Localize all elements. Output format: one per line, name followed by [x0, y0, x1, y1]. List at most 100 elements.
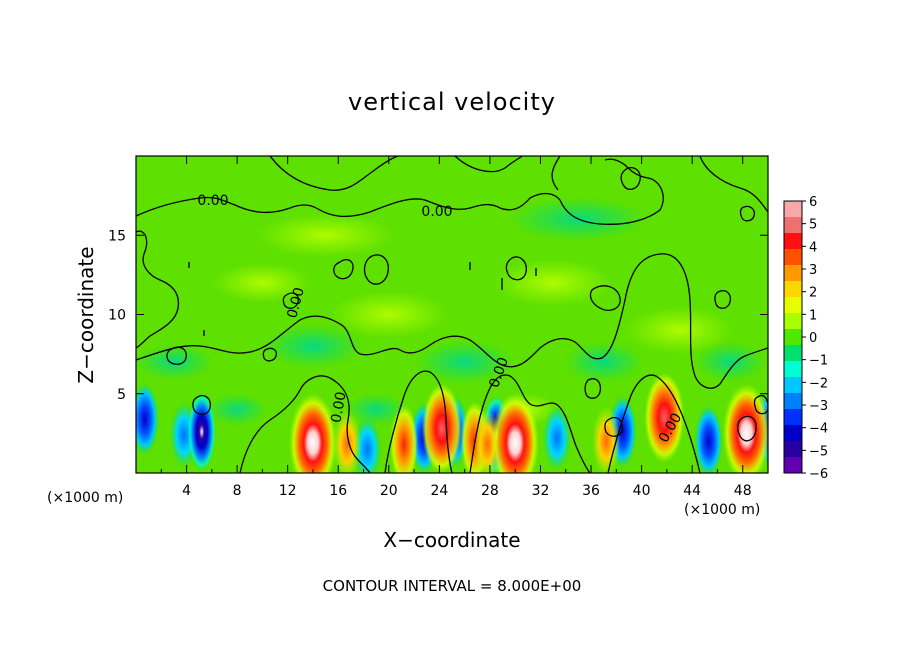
texture-blob-13: [255, 213, 396, 258]
zero-contours: [136, 156, 768, 473]
updraft-cell-7: [592, 406, 621, 473]
contour-blob-4: [589, 285, 621, 312]
texture-blob-8: [695, 342, 766, 383]
colorbar-swatch-3: [784, 249, 802, 266]
texture-blob-0: [136, 344, 214, 381]
texture-blob-3: [328, 290, 449, 339]
x-tick-label-7: 32: [532, 483, 550, 499]
contour-blob-5: [282, 292, 299, 309]
colorbar-swatch-0: [784, 201, 802, 218]
contour-lower-4: [607, 374, 701, 473]
contour-lower-3: [469, 374, 591, 473]
contour-upper: [136, 156, 664, 225]
x-tick-label-10: 44: [683, 483, 701, 499]
contour-mid: [136, 253, 768, 389]
colorbar-label-4: 2: [809, 286, 817, 301]
contour-left: [136, 230, 180, 349]
updraft-cell-8: [644, 372, 685, 463]
contour-lower-6: [604, 416, 623, 437]
x-tick-label-0: 4: [182, 483, 191, 499]
contour-blob-2: [363, 254, 389, 285]
contour-lower-8: [753, 394, 768, 415]
background-texture: [136, 197, 766, 426]
contour-label-3: 0.00: [328, 391, 349, 424]
contour-blob-1: [333, 258, 354, 280]
contour-lower-5: [192, 394, 211, 415]
colorbar-swatch-13: [784, 409, 802, 426]
colorbar-swatch-14: [784, 425, 802, 442]
x-tick-label-9: 40: [633, 483, 651, 499]
y-tick-label-2: 15: [108, 228, 126, 244]
colorbar-label-6: 0: [809, 331, 817, 346]
chart-title: vertical velocity: [348, 88, 556, 116]
contour-lower-2: [384, 370, 453, 473]
colorbar-label-9: −3: [809, 399, 828, 414]
contour-top-left: [269, 156, 523, 191]
colorbar-swatch-12: [784, 393, 802, 410]
x-tick-label-2: 12: [279, 483, 297, 499]
updraft-cell-1: [333, 409, 362, 473]
contour-blob-7: [262, 347, 278, 362]
colorbar: 6 5 4 3 2 1 0 −1 −2 −3 −4 −5 −6: [783, 195, 828, 482]
downdraft-cell-7: [542, 405, 571, 471]
colorbar-swatch-2: [784, 233, 802, 250]
texture-blob-7: [624, 306, 735, 355]
updraft-cell-2: [389, 404, 418, 473]
colorbar-swatch-16: [784, 457, 802, 474]
contour-lower-9: [584, 378, 602, 399]
colorbar-label-11: −5: [809, 444, 828, 459]
texture-blob-5: [493, 258, 614, 307]
colorbar-swatch-5: [784, 281, 802, 298]
plot-area: 0.000.000.000.000.000.00: [136, 156, 768, 473]
colorbar-swatch-15: [784, 441, 802, 458]
downdraft-cell-2: [187, 392, 216, 472]
contour-interval-note: CONTOUR INTERVAL = 8.000E+00: [322, 577, 582, 595]
x-tick-label-8: 36: [582, 483, 600, 499]
contour-top-right: [699, 156, 768, 213]
contour-blob-8: [620, 166, 641, 191]
x-unit-label-left: (×1000 m): [47, 490, 124, 506]
texture-blob-10: [346, 393, 407, 426]
x-tick-label-11: 48: [734, 483, 752, 499]
x-tick-label-1: 8: [233, 483, 242, 499]
y-tick-label-0: 5: [117, 387, 126, 403]
x-axis-label: X−coordinate: [383, 528, 521, 552]
contour-lower-7: [737, 415, 757, 442]
colorbar-label-2: 4: [809, 240, 817, 255]
texture-blob-1: [212, 262, 313, 303]
updraft-cell-3: [421, 383, 462, 473]
contour-blob-9: [739, 205, 755, 222]
colorbar-swatch-9: [784, 345, 802, 362]
y-tick-label-1: 10: [108, 308, 126, 324]
texture-blob-4: [414, 340, 515, 385]
texture-blob-9: [207, 393, 268, 426]
colorbar-label-12: −6: [809, 467, 828, 482]
x-unit-label-right: (×1000 m): [684, 502, 761, 518]
contour-blob-3: [505, 256, 527, 281]
colorbar-swatch-7: [784, 313, 802, 330]
colorbar-swatch-8: [784, 329, 802, 346]
colorbar-label-0: 6: [809, 195, 817, 210]
colorbar-label-5: 1: [809, 308, 817, 323]
colorbar-swatch-1: [784, 217, 802, 234]
colorbar-swatch-6: [784, 297, 802, 314]
colorbar-swatch-4: [784, 265, 802, 282]
axis-ticks: [136, 156, 768, 473]
texture-blob-2: [262, 324, 363, 369]
texture-blob-6: [563, 342, 644, 383]
colorbar-swatch-11: [784, 377, 802, 394]
contour-label-1: 0.00: [421, 204, 452, 220]
updraft-cell-9: [722, 383, 768, 473]
downdraft-cell-3: [353, 416, 382, 473]
x-tick-label-4: 20: [380, 483, 398, 499]
colorbar-label-10: −4: [809, 422, 828, 437]
colorbar-label-1: 5: [809, 218, 817, 233]
x-tick-label-5: 24: [430, 483, 448, 499]
contour-blob-10: [714, 290, 732, 309]
updraft-cell-6: [491, 392, 540, 473]
colorbar-swatch-10: [784, 361, 802, 378]
downdraft-cell-9: [694, 405, 723, 473]
contour-label-2: 0.00: [284, 286, 308, 320]
